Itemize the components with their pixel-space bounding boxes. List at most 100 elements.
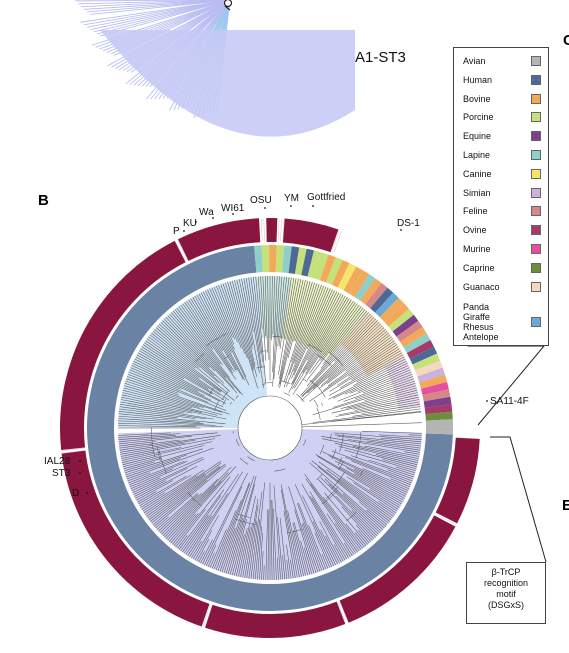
legend-label-antelope: Antelope — [463, 332, 499, 342]
legend-swatch — [531, 74, 541, 85]
host-ring-segment — [313, 252, 329, 281]
legend-label: Guanaco — [463, 281, 500, 292]
strain-label-wa: Wa — [199, 207, 214, 218]
legend-item-ovine: Ovine — [463, 223, 543, 237]
host-species-ring — [87, 245, 453, 612]
top-fan-branch — [93, 0, 231, 33]
top-fan-branch — [81, 0, 231, 8]
branch-lines — [117, 275, 422, 581]
host-ring-segment — [282, 245, 292, 274]
legend-label: Bovine — [463, 93, 491, 104]
panel-e-fragment: E — [562, 497, 569, 514]
legend-label: Equine — [463, 131, 492, 142]
top-fan-branch — [75, 0, 231, 2]
motif-ring-ticks — [60, 218, 479, 638]
host-ring-segment — [301, 248, 315, 277]
legend-item-murine: Murine — [463, 242, 543, 256]
host-ring-segment — [370, 287, 394, 313]
motif-ring-segment — [282, 218, 339, 253]
motif-callout-box: β-TrCP recognition motif (DSGxS) — [466, 562, 546, 624]
legend-swatch-other — [531, 317, 541, 327]
legend-swatch — [531, 281, 541, 292]
legend-item-human: Human — [463, 73, 543, 87]
host-ring-segment — [331, 260, 350, 288]
legend-label: Human — [463, 74, 493, 85]
host-ring-segment — [409, 346, 438, 365]
host-ring-segment — [424, 404, 453, 415]
legend-swatch — [531, 206, 541, 217]
host-ring-segment — [414, 360, 443, 377]
host-ring-segment — [400, 327, 427, 348]
strain-label-sa114f: SA11-4F — [490, 396, 529, 407]
strain-label-ial28: IAL28 — [44, 456, 71, 467]
top-fan-branch — [90, 0, 231, 15]
host-ring-segment — [392, 314, 419, 337]
legend-item-feline: Feline — [463, 204, 543, 218]
strain-dots — [79, 205, 488, 494]
legend-label: Feline — [463, 206, 488, 217]
host-ring-segment — [425, 411, 453, 421]
legend-label: Murine — [463, 244, 491, 254]
host-ring-segment — [307, 250, 322, 279]
panel-c-fragment: C — [563, 32, 569, 49]
strain-label-d: D — [72, 488, 79, 499]
host-ring-segment — [319, 254, 336, 283]
top-fan-branch — [97, 0, 231, 35]
top-fan-branch — [84, 0, 231, 10]
host-ring-segment — [422, 389, 451, 402]
strain-label-wi61: WI61 — [221, 203, 245, 214]
top-fan-fill — [100, 30, 355, 137]
clade-blue — [118, 276, 268, 428]
legend-label: Porcine — [463, 112, 494, 123]
dsgxs-motif-ring — [60, 218, 480, 638]
strain-label-st3: ST3 — [52, 468, 71, 479]
strain-label-p: P — [173, 226, 180, 237]
host-ring-segment — [419, 374, 448, 389]
host-ring-segment — [354, 274, 376, 301]
legend-swatch — [531, 93, 541, 104]
legend-callout-line — [467, 342, 546, 426]
motif-ring-segment — [60, 240, 186, 450]
host-ring-segment — [420, 381, 449, 396]
host-ring-segment — [349, 270, 370, 297]
host-ring-segment — [294, 247, 307, 276]
host-legend: Avian Human Bovine Porcine Equine Lapine Canin… — [453, 47, 549, 346]
legend-swatch — [531, 244, 541, 254]
host-ring-segment — [337, 263, 357, 291]
legend-label: Caprine — [463, 262, 495, 273]
top-fan-branch — [83, 0, 231, 26]
host-ring-segment — [325, 257, 343, 285]
top-fan-node-marker — [223, 0, 233, 11]
strain-label-ds1: DS-1 — [397, 218, 420, 229]
legend-swatch — [531, 168, 541, 179]
legend-item-canine: Canine — [463, 167, 543, 181]
legend-item-other: Panda Giraffe Rhesus Antelope — [463, 302, 543, 342]
legend-swatch — [531, 131, 541, 142]
host-ring-segment — [275, 245, 285, 273]
top-fan-branch — [78, 0, 231, 5]
top-fan-branch — [100, 0, 231, 37]
panel-b-label: B — [38, 192, 49, 209]
host-ring-segment — [343, 266, 363, 294]
motif-ring-segment — [205, 601, 346, 638]
top-fan-branch — [80, 0, 231, 23]
host-ring-segment — [384, 303, 409, 327]
host-ring-segment — [365, 282, 388, 309]
motif-ring-segment — [61, 450, 210, 627]
host-ring-segment — [388, 308, 414, 332]
legend-item-porcine: Porcine — [463, 110, 543, 124]
legend-swatch — [531, 112, 541, 123]
top-fan-branch — [86, 0, 231, 28]
legend-label-panda: Panda — [463, 302, 490, 312]
legend-swatch — [531, 187, 541, 198]
clade-orange — [340, 311, 405, 377]
legend-label: Ovine — [463, 225, 487, 236]
motif-ring-segment — [177, 218, 261, 261]
legend-item-avian: Avian — [463, 54, 543, 68]
host-ring-segment — [396, 320, 423, 342]
legend-swatch — [531, 56, 541, 66]
host-ring-segment — [423, 396, 452, 408]
motif-callout-line — [490, 436, 547, 563]
motif-line-2: recognition — [483, 578, 529, 588]
